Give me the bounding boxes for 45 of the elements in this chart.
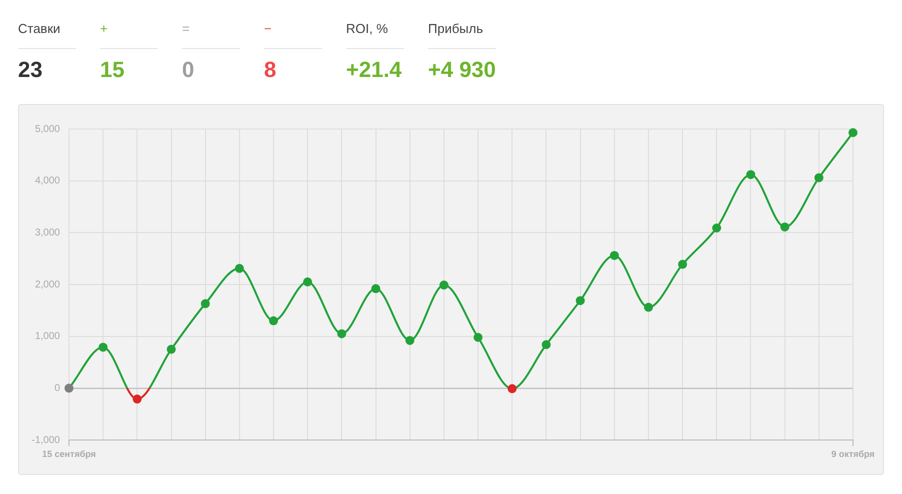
point: [439, 280, 448, 290]
point: [576, 296, 585, 306]
category-label: Прибыль: [428, 20, 496, 49]
point: [678, 260, 688, 269]
point: [234, 264, 244, 273]
data-label: 0: [182, 57, 196, 83]
y-tick-label: 4,000: [34, 176, 60, 187]
point: [474, 332, 483, 342]
data-label: 15: [100, 57, 126, 83]
point: [610, 250, 619, 260]
point: [303, 277, 312, 286]
data-label: +4 930: [428, 57, 496, 83]
category-label: +: [100, 20, 158, 49]
data-label: 8: [264, 57, 278, 83]
category-label: ROI, %: [346, 20, 404, 49]
y-tick-label: 2,000: [34, 279, 60, 290]
point: [64, 384, 74, 393]
data-label: +21.4: [346, 57, 403, 83]
point: [132, 394, 142, 404]
point: [508, 384, 517, 394]
y-tick-label: 1,000: [34, 331, 60, 342]
point: [200, 299, 210, 308]
point: [337, 329, 346, 338]
point: [269, 316, 278, 326]
point: [644, 302, 653, 312]
category-label: =: [182, 20, 240, 49]
y-tick-label: 3,000: [34, 227, 60, 238]
point: [712, 224, 722, 232]
y-tick-label: 0: [54, 382, 60, 394]
y-tick-label: -1,000: [32, 434, 60, 446]
point: [166, 344, 176, 354]
y-tick-label: 5,000: [34, 124, 60, 135]
point: [98, 342, 108, 352]
point: [814, 173, 824, 182]
point: [542, 340, 551, 350]
point: [780, 222, 790, 232]
point: [371, 284, 380, 294]
x-tick-label: 15 сентября: [42, 448, 96, 459]
point: [405, 336, 414, 345]
category-label: Ставки: [18, 20, 76, 49]
category-label: −: [264, 20, 322, 49]
x-tick-label: 9 октября: [831, 448, 875, 459]
point: [848, 128, 858, 138]
point: [746, 170, 756, 180]
data-label: 23: [18, 57, 44, 83]
